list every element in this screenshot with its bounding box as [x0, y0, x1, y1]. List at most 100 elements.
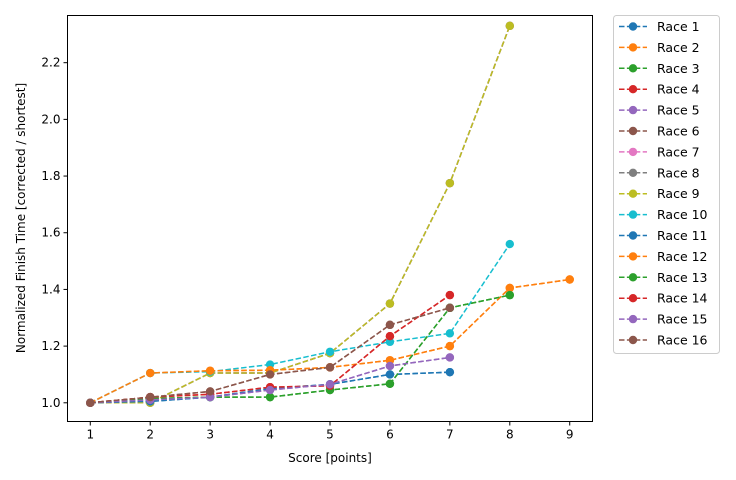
legend-label: Race 9 — [657, 186, 700, 201]
legend-label: Race 3 — [657, 61, 700, 76]
data-point — [445, 341, 455, 351]
data-point — [205, 366, 215, 375]
legend-entry: Race 7 — [619, 144, 700, 159]
data-point — [146, 392, 155, 402]
legend-marker — [628, 22, 638, 31]
series-layer — [86, 21, 574, 407]
data-point — [385, 379, 395, 389]
x-tick-label: 4 — [266, 428, 274, 442]
data-point — [86, 398, 95, 407]
data-point — [445, 353, 455, 362]
legend-frame — [613, 15, 720, 354]
legend-marker — [628, 147, 638, 157]
legend-label: Race 5 — [657, 103, 700, 118]
data-point — [385, 320, 395, 330]
series-line — [90, 25, 511, 404]
y-tick-label: 1.8 — [41, 169, 60, 183]
y-tick-label: 1.0 — [41, 396, 60, 410]
legend-marker — [628, 105, 638, 115]
y-tick-label: 2.2 — [41, 56, 60, 70]
legend-label: Race 15 — [657, 312, 708, 327]
y-tick-label: 1.4 — [41, 282, 60, 296]
legend-label: Race 14 — [657, 291, 708, 306]
data-point — [385, 361, 395, 371]
legend-entry: Race 1 — [619, 19, 700, 34]
legend-entry: Race 2 — [619, 40, 700, 55]
legend-marker — [628, 252, 638, 261]
legend-entry: Race 15 — [619, 312, 708, 327]
legend-entry: Race 4 — [619, 82, 700, 97]
legend-label: Race 2 — [657, 40, 700, 55]
legend-label: Race 7 — [657, 144, 700, 159]
legend-marker — [628, 335, 638, 345]
series-line — [90, 294, 510, 404]
data-point — [565, 275, 574, 284]
x-tick-label: 6 — [386, 428, 394, 442]
y-tick-label: 1.6 — [41, 226, 60, 240]
legend-marker — [628, 43, 638, 52]
legend-marker — [628, 189, 638, 198]
data-point — [325, 380, 335, 389]
y-tick-label: 1.2 — [41, 339, 60, 353]
data-point — [205, 387, 215, 396]
legend-label: Race 4 — [657, 82, 700, 97]
legend-entry: Race 14 — [619, 291, 708, 306]
x-tick-label: 2 — [146, 428, 154, 442]
legend-marker — [628, 210, 638, 219]
data-point — [445, 367, 455, 377]
legend-label: Race 1 — [657, 19, 700, 34]
data-point — [505, 290, 514, 300]
data-point — [385, 299, 395, 308]
data-point — [325, 363, 335, 372]
data-point — [325, 347, 335, 356]
data-point — [505, 239, 514, 249]
data-point — [445, 178, 455, 188]
plot-frame — [67, 15, 593, 422]
y-tick-label: 2.0 — [41, 112, 60, 126]
x-axis: 1 2 3 4 5 6 7 8 9 — [86, 421, 574, 442]
legend-entry: Race 10 — [619, 207, 708, 222]
legend-label: Race 6 — [657, 124, 700, 139]
x-tick-label: 1 — [86, 428, 94, 442]
y-axis-label: Normalized Finish Time [corrected / shor… — [14, 83, 28, 353]
legend-entry: Race 11 — [619, 228, 708, 243]
legend-entry: Race 3 — [619, 61, 700, 76]
series-line — [89, 243, 511, 404]
legend-marker — [628, 273, 638, 282]
data-point — [505, 283, 514, 293]
legend-label: Race 13 — [657, 270, 708, 285]
data-point — [445, 303, 455, 313]
legend-entry: Race 5 — [619, 103, 700, 118]
x-tick-label: 8 — [506, 428, 514, 442]
legend-entry: Race 16 — [619, 333, 708, 348]
legend-marker — [628, 126, 638, 136]
data-point — [265, 370, 275, 379]
data-point — [385, 331, 395, 341]
legend-entry: Race 9 — [619, 186, 700, 201]
data-point — [265, 385, 275, 395]
legend-marker — [628, 64, 638, 73]
x-axis-label: Score [points] — [288, 451, 372, 465]
legend-label: Race 16 — [657, 333, 708, 348]
legend-label: Race 8 — [657, 165, 700, 180]
series-10 — [86, 239, 514, 407]
series-16 — [86, 303, 455, 407]
legend-entry: Race 13 — [619, 270, 708, 285]
data-point — [445, 290, 455, 300]
legend-marker — [628, 294, 638, 303]
legend-label: Race 11 — [657, 228, 708, 243]
data-point — [265, 392, 275, 402]
y-axis: 1.0 1.2 1.4 1.6 1.8 2.0 2.2 — [41, 56, 68, 410]
x-tick-label: 9 — [566, 428, 574, 442]
legend-entry: Race 12 — [619, 249, 708, 264]
legend-label: Race 10 — [657, 207, 708, 222]
legend-entries: Race 1 Race 2 Race 3 Race 4 Race 5 Race 6 Race… — [619, 19, 708, 348]
data-point — [385, 370, 395, 379]
x-tick-label: 3 — [206, 428, 214, 442]
data-point — [505, 21, 514, 31]
legend-label: Race 12 — [657, 249, 708, 264]
x-tick-label: 5 — [326, 428, 334, 442]
data-point — [445, 329, 455, 338]
legend: Race 1 Race 2 Race 3 Race 4 Race 5 Race 6 Race… — [613, 15, 720, 354]
